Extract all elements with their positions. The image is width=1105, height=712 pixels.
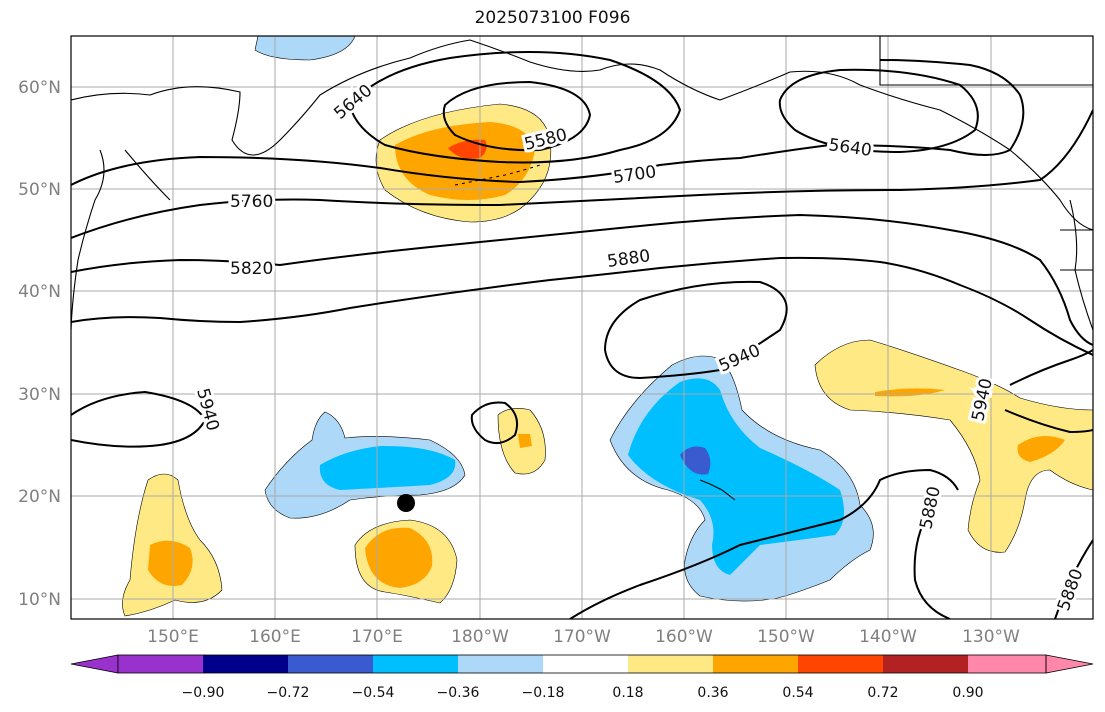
colorbar-tick: 0.72 [867, 685, 898, 701]
lat-label: 50°N [18, 180, 61, 200]
contour-5580 [442, 80, 592, 152]
lon-label: 160°W [655, 627, 713, 647]
contour-5700 [71, 59, 1025, 186]
contour-labels: 5580 5640 5640 5700 5760 5820 5880 5940 … [189, 78, 1090, 617]
colorbar-extend-low [70, 654, 119, 674]
contour-label: 5880 [916, 485, 945, 531]
anomaly-fills [122, 36, 1093, 617]
map-frame [70, 35, 1094, 620]
lon-label: 150°E [147, 627, 199, 647]
colorbar-bin [543, 655, 628, 673]
colorbar-bin [373, 655, 458, 673]
colorbar: −0.90 −0.72 −0.54 −0.36 −0.18 0.18 0.36 … [70, 654, 1094, 701]
colorbar-tick: 0.18 [612, 685, 643, 701]
contour-label: 5820 [230, 259, 273, 279]
contour-label: 5760 [230, 192, 273, 212]
lon-label: 150°W [757, 627, 815, 647]
contour-5940-far-east-b [1004, 409, 1093, 434]
contour-5940-small [470, 401, 518, 445]
colorbar-bin [203, 655, 288, 673]
fill-sw-pos-036 [148, 540, 193, 586]
contour-5820 [71, 213, 1093, 346]
lon-label: 160°E [249, 627, 301, 647]
colorbar-tick: 0.36 [697, 685, 728, 701]
lon-label: 130°W [962, 627, 1020, 647]
colorbar-tick: −0.72 [267, 685, 310, 701]
gridlines [71, 36, 1093, 619]
colorbar-bin [118, 655, 203, 673]
lon-label: 170°W [553, 627, 611, 647]
colorbar-tick: −0.36 [437, 685, 480, 701]
fill-sc-pos-036 [365, 527, 433, 588]
colorbar-outline [117, 654, 1047, 674]
colorbar-tick: −0.18 [522, 685, 565, 701]
contour-5940-far-east [1009, 349, 1093, 386]
fill-hawaii-neg-036 [628, 378, 844, 575]
map-title: 2025073100 F096 [474, 8, 631, 28]
lon-label: 180°W [451, 627, 509, 647]
lat-label: 40°N [18, 282, 61, 302]
lon-label: 140°W [859, 627, 917, 647]
colorbar-tick: −0.54 [352, 685, 395, 701]
lat-labels: 10°N 20°N 30°N 40°N 50°N 60°N [18, 78, 61, 610]
contour-label: 5880 [606, 246, 652, 272]
contour-label: 5700 [612, 162, 658, 188]
contour-5940-east [603, 280, 788, 380]
colorbar-bin [713, 655, 798, 673]
fill-west-neg-036 [319, 445, 456, 490]
contour-label: 5940 [716, 341, 764, 377]
contour-5640-east [778, 68, 979, 154]
lon-label: 170°E [351, 627, 403, 647]
contour-5880-south-b [913, 509, 951, 619]
contour-5760 [71, 109, 1093, 239]
height-contours [71, 50, 1093, 619]
contour-5640-west [348, 50, 682, 164]
lat-label: 30°N [18, 385, 61, 405]
colorbar-bin [883, 655, 968, 673]
contour-5880 [71, 256, 1093, 356]
colorbar-bin [458, 655, 543, 673]
colorbar-extend-high [1045, 654, 1094, 674]
fill-mid-pos-036 [518, 434, 532, 448]
contour-label: 5640 [827, 135, 873, 161]
contour-5940-west [71, 390, 207, 448]
colorbar-bin [798, 655, 883, 673]
colorbar-tick: 0.90 [952, 685, 983, 701]
fill-north-neg [254, 36, 356, 61]
colorbar-tick: 0.54 [782, 685, 813, 701]
lat-label: 60°N [18, 78, 61, 98]
fill-hawaii-neg-054 [680, 446, 711, 475]
fill-east-pos-036-b [1017, 436, 1065, 462]
location-marker-dot [397, 494, 415, 512]
lat-label: 10°N [18, 590, 61, 610]
lat-label: 20°N [18, 487, 61, 507]
colorbar-bin [968, 655, 1046, 673]
colorbar-tick: −0.90 [182, 685, 225, 701]
contour-label: 5880 [1054, 566, 1088, 613]
contour-5880-se [1054, 539, 1093, 619]
contour-5880-south [569, 468, 959, 619]
colorbar-bin [288, 655, 373, 673]
fill-bering-072 [448, 139, 487, 159]
lon-labels: 150°E 160°E 170°E 180°W 170°W 160°W 150°… [147, 627, 1020, 647]
colorbar-bin [628, 655, 713, 673]
